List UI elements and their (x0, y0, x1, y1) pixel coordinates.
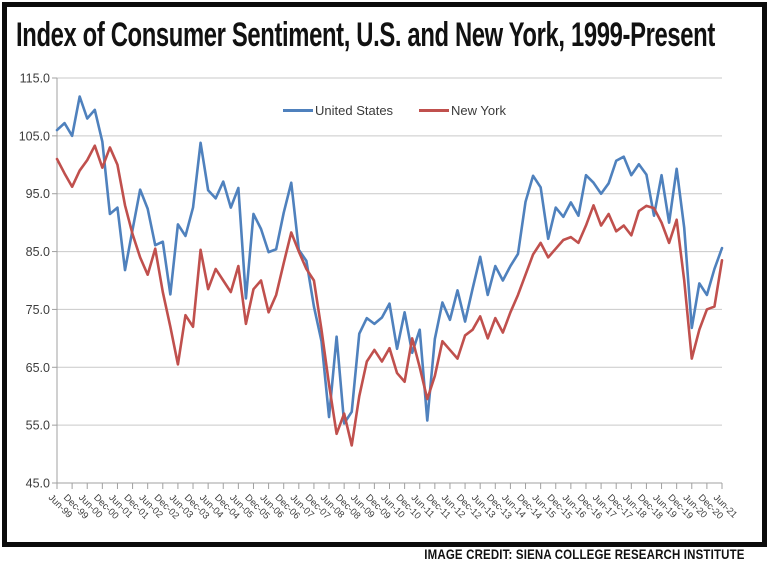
chart-frame (2, 2, 767, 547)
series-line-united-states (55, 95, 724, 425)
series-line-new-york (55, 144, 724, 447)
page-title: Index of Consumer Sentiment, U.S. and Ne… (16, 16, 715, 54)
legend-item-united-states: United States (283, 103, 393, 118)
legend-label-united-states: United States (315, 103, 394, 118)
svg-text:115.0: 115.0 (20, 72, 50, 86)
chart-legend: United States New York (283, 103, 506, 118)
y-tick-labels: 115.0 105.0 95.0 85.0 75.0 65.0 55.0 45.0 (19, 72, 50, 491)
x-tick-labels: Jun-99Dec-99Jun-00Dec-00Jun-01Dec-01Jun-… (46, 492, 739, 521)
svg-text:85.0: 85.0 (26, 245, 50, 259)
svg-text:55.0: 55.0 (26, 419, 50, 433)
axes (52, 77, 723, 489)
legend-item-new-york: New York (419, 103, 506, 118)
svg-text:105.0: 105.0 (19, 129, 50, 143)
image-credit-label: IMAGE CREDIT: SIENA COLLEGE RESEARCH INS… (424, 546, 745, 562)
svg-text:75.0: 75.0 (26, 303, 50, 317)
svg-text:65.0: 65.0 (26, 361, 50, 375)
svg-text:45.0: 45.0 (26, 477, 50, 491)
svg-text:95.0: 95.0 (26, 187, 50, 201)
united-states-line-swatch-icon (283, 108, 313, 113)
legend-label-new-york: New York (451, 103, 506, 118)
new-york-line-swatch-icon (419, 108, 450, 113)
y-gridlines (57, 77, 722, 484)
